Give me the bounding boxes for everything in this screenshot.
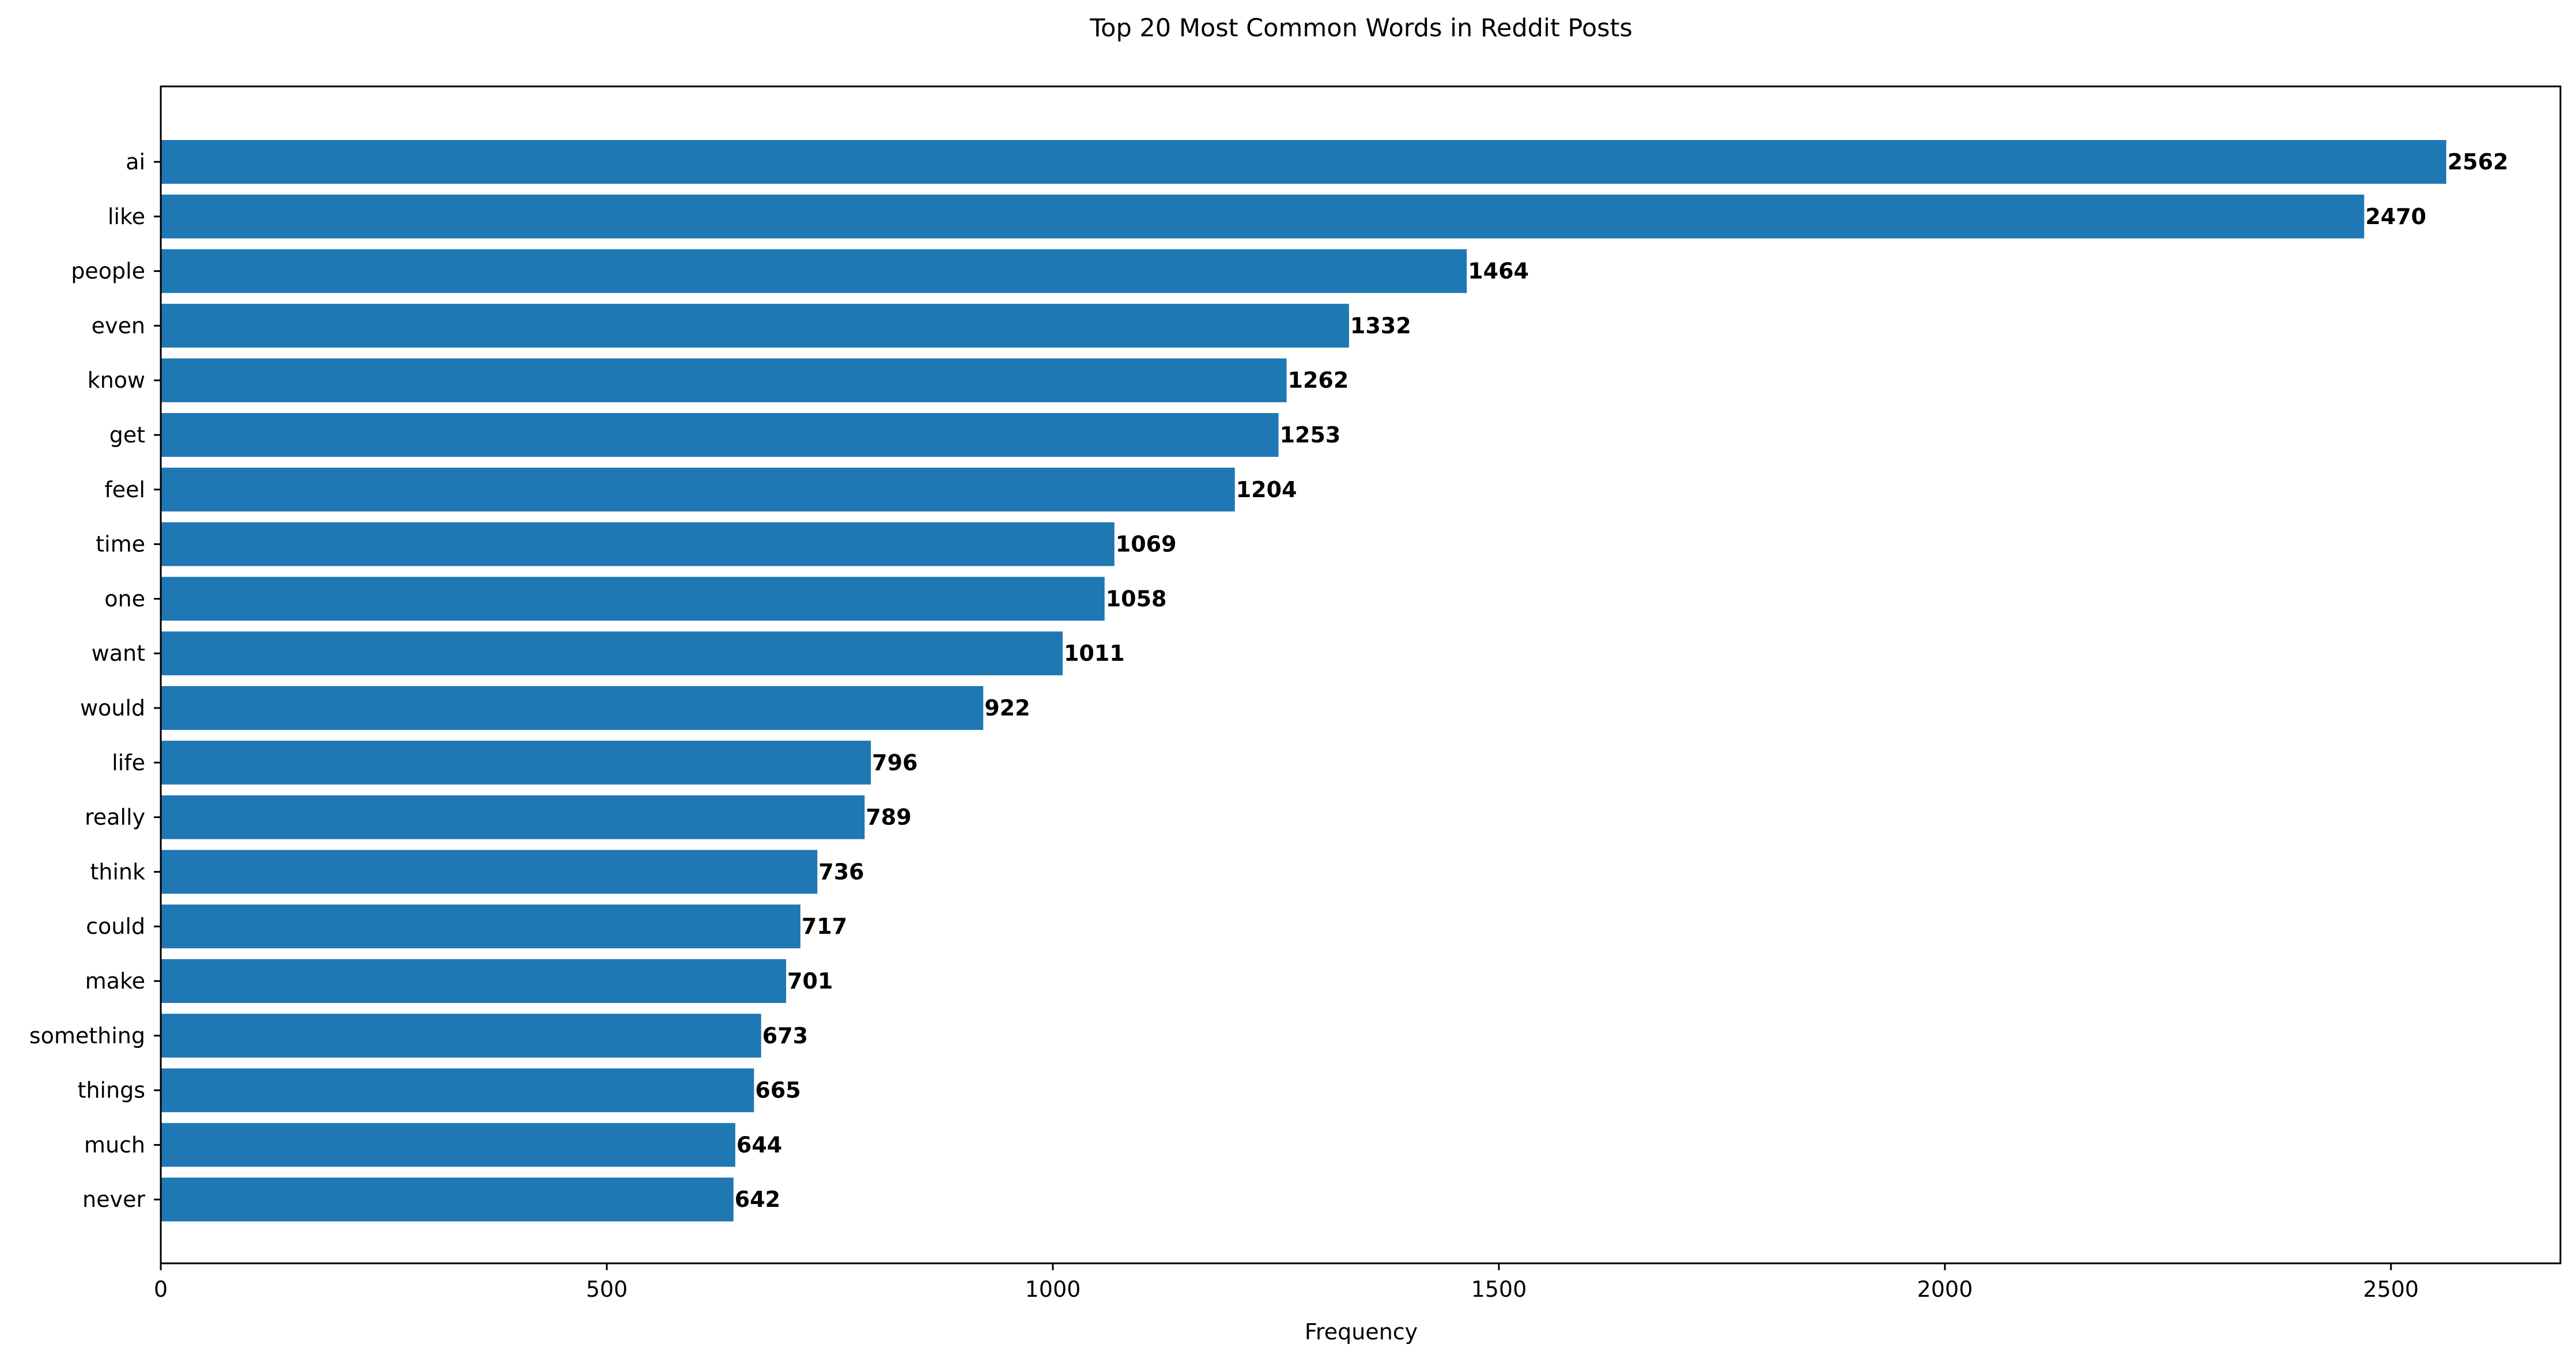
value-label: 736 — [818, 859, 864, 884]
y-tick-label: would — [80, 695, 145, 721]
bar-know — [161, 358, 1287, 403]
y-tick-label: really — [85, 805, 145, 830]
value-label: 796 — [872, 750, 917, 775]
y-tick-label: even — [92, 313, 145, 338]
bar-people — [161, 249, 1467, 293]
y-tick-label: like — [108, 204, 145, 229]
value-label: 665 — [755, 1078, 800, 1103]
bar-would — [161, 686, 984, 730]
y-tick-label: one — [104, 586, 145, 611]
y-tick-label: think — [90, 859, 145, 884]
bar-feel — [161, 467, 1235, 512]
bar-time — [161, 522, 1115, 566]
value-label: 1204 — [1236, 477, 1297, 502]
value-label: 789 — [866, 805, 911, 830]
y-tick-label: get — [109, 422, 145, 448]
x-tick-label: 1500 — [1471, 1277, 1527, 1302]
bar-could — [161, 904, 800, 949]
y-tick-label: want — [92, 641, 145, 666]
y-tick-label: ai — [126, 149, 145, 175]
y-tick-label: life — [112, 750, 145, 775]
bar-want — [161, 631, 1063, 676]
y-tick-label: things — [77, 1078, 145, 1103]
x-tick-label: 0 — [154, 1277, 168, 1302]
y-tick-label: feel — [104, 477, 145, 502]
bar-get — [161, 413, 1279, 457]
bar-never — [161, 1178, 734, 1222]
value-label: 701 — [787, 968, 833, 994]
x-axis-label: Frequency — [1305, 1319, 1418, 1345]
y-tick-label: time — [96, 532, 145, 557]
plot-frame — [160, 85, 2562, 1264]
y-tick-label: people — [71, 259, 145, 284]
x-tick-label: 2000 — [1917, 1277, 1973, 1302]
bar-make — [161, 959, 787, 1003]
value-label: 1332 — [1350, 313, 1411, 338]
bar-even — [161, 304, 1349, 348]
value-label: 1262 — [1288, 368, 1349, 393]
y-tick-label: know — [88, 368, 145, 393]
bar-life — [161, 740, 871, 785]
value-label: 1464 — [1468, 259, 1529, 284]
value-label: 717 — [802, 914, 847, 939]
bar-like — [161, 194, 2365, 238]
value-label: 644 — [736, 1132, 782, 1157]
value-label: 922 — [984, 695, 1030, 721]
y-tick-label: never — [82, 1187, 145, 1212]
y-tick-label: much — [84, 1132, 145, 1157]
value-label: 2470 — [2365, 204, 2426, 229]
value-label: 1011 — [1064, 641, 1125, 666]
value-label: 673 — [762, 1023, 808, 1048]
chart-title: Top 20 Most Common Words in Reddit Posts — [1089, 14, 1633, 43]
value-label: 1069 — [1116, 532, 1177, 557]
bar-ai — [161, 140, 2446, 184]
y-tick-label: make — [85, 968, 145, 994]
bar-one — [161, 577, 1105, 621]
value-label: 1058 — [1106, 586, 1167, 611]
y-tick-label: something — [29, 1023, 145, 1048]
x-tick-label: 1000 — [1025, 1277, 1081, 1302]
x-tick-label: 500 — [586, 1277, 628, 1302]
value-label: 2562 — [2447, 149, 2509, 175]
bars-layer — [161, 140, 2446, 1222]
y-tick-label: could — [86, 914, 145, 939]
x-axis-ticks: 0 500 1000 1500 2000 2500 — [154, 1263, 2419, 1302]
x-tick-label: 2500 — [2363, 1277, 2419, 1302]
bar-something — [161, 1013, 761, 1058]
bar-think — [161, 850, 818, 894]
bar-things — [161, 1068, 754, 1112]
value-label: 1253 — [1280, 422, 1341, 448]
value-label: 642 — [735, 1187, 780, 1212]
value-labels: 2562 2470 1464 1332 1262 1253 1204 1069 1058 1011… — [735, 149, 2509, 1212]
bar-much — [161, 1123, 735, 1167]
y-tick-labels: ai like people even know get feel time one want wo… — [29, 149, 161, 1212]
bar-really — [161, 795, 865, 839]
